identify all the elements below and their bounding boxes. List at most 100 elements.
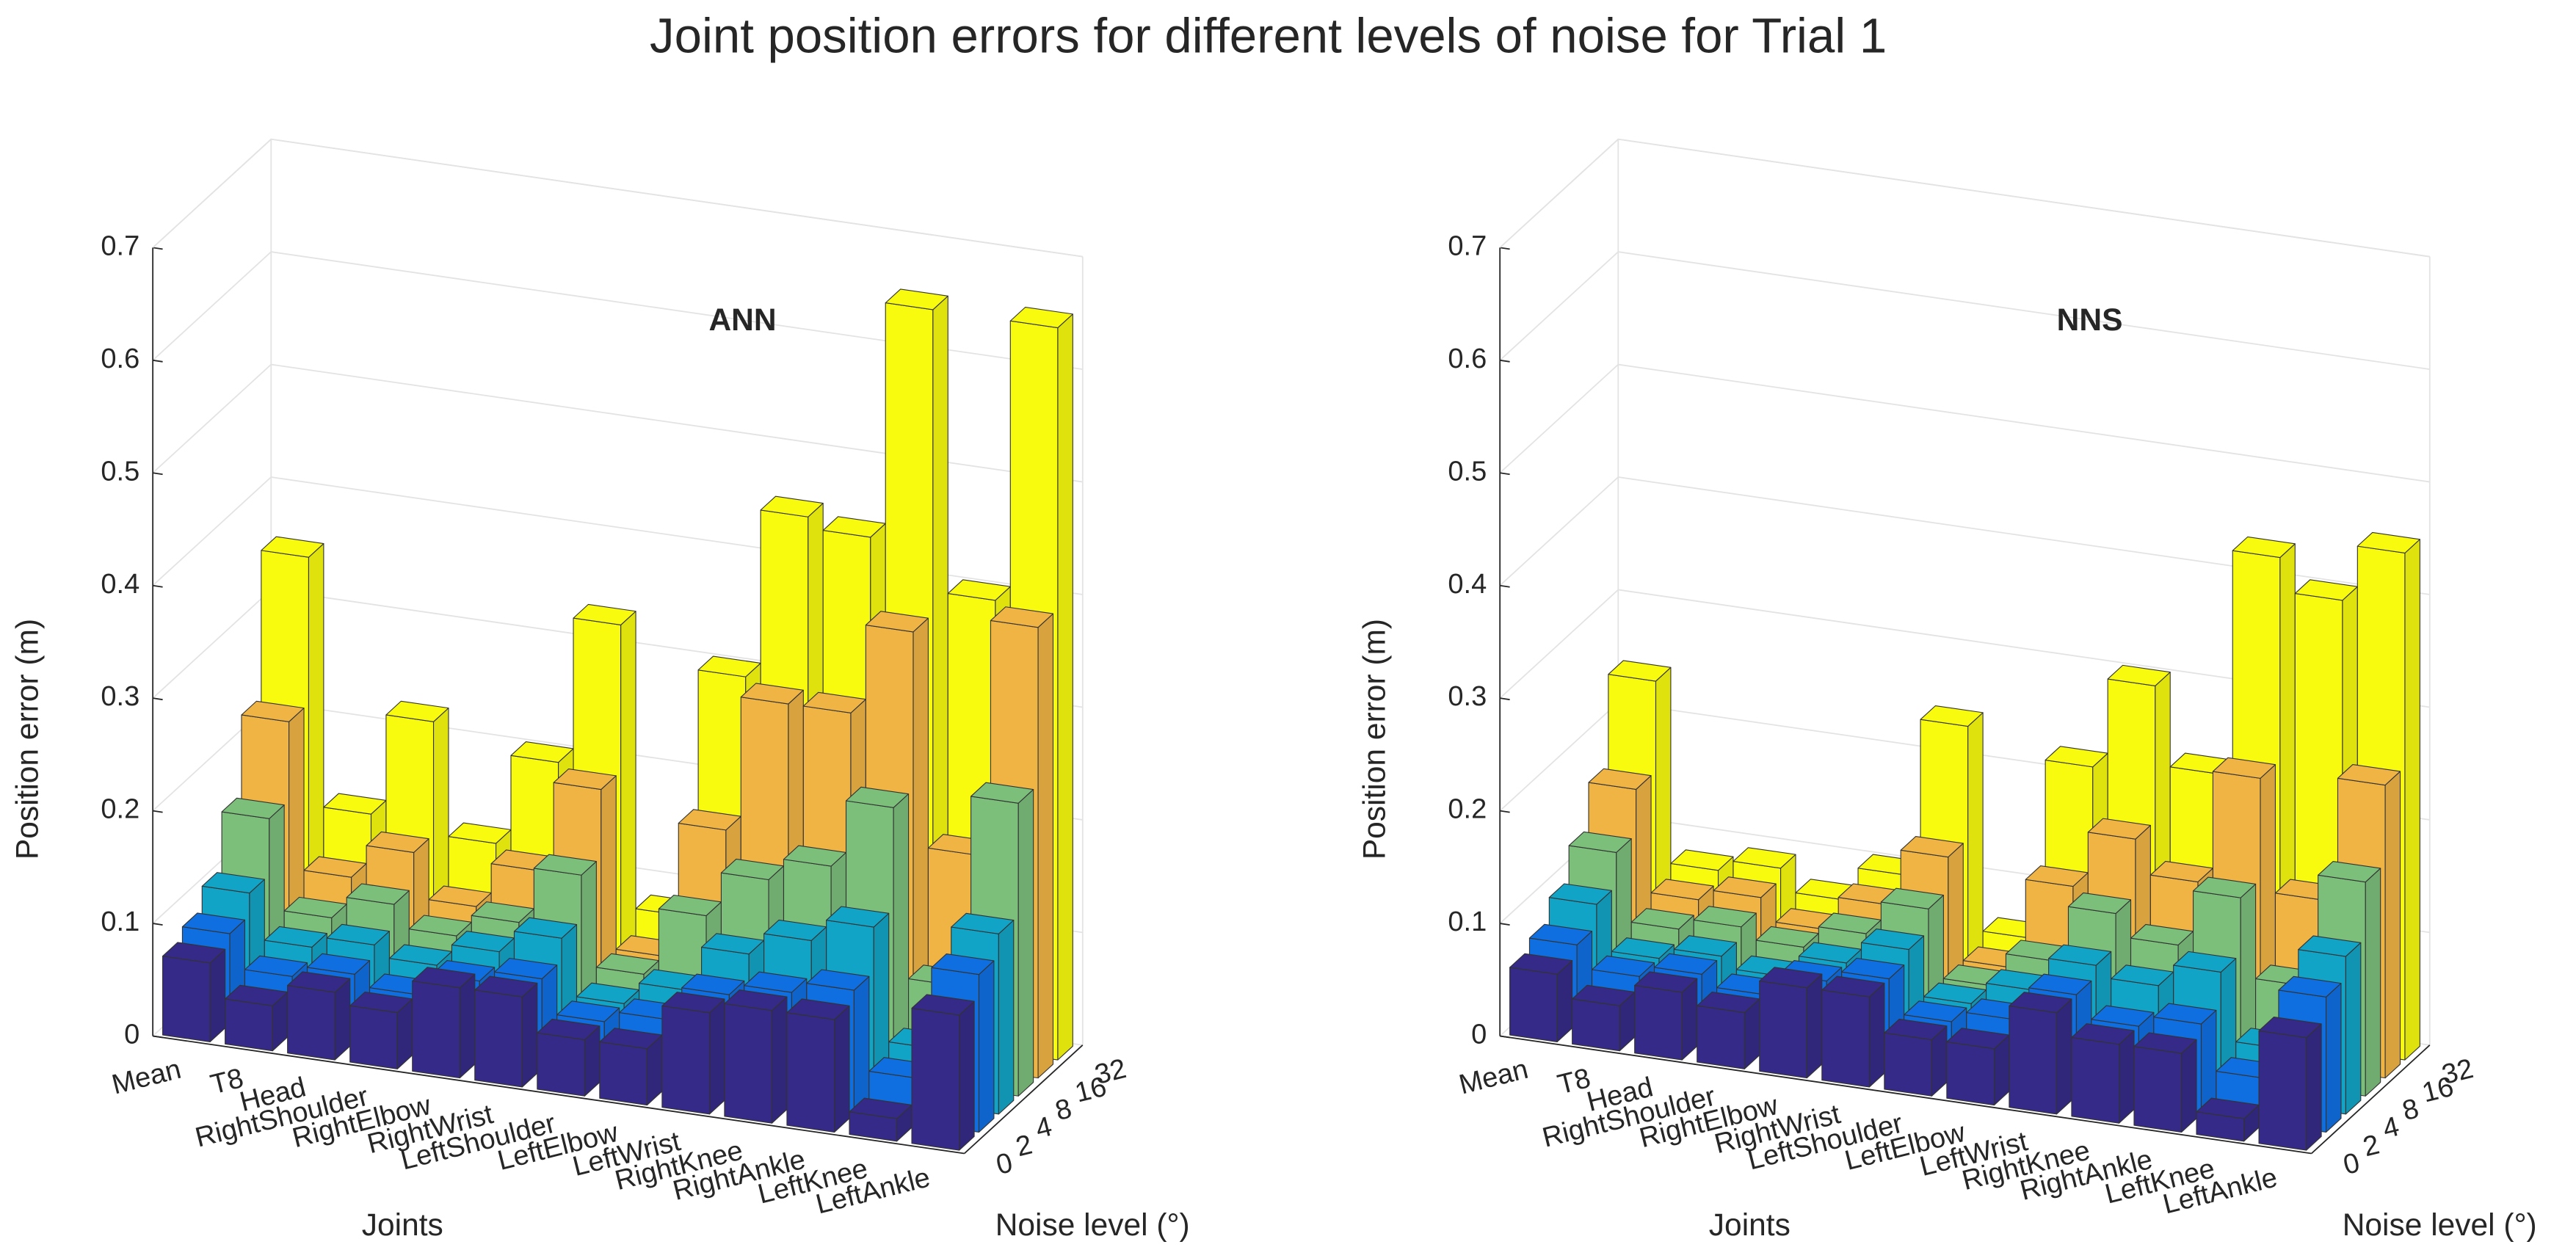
bar-top bbox=[533, 854, 597, 876]
bar-side bbox=[2119, 1030, 2135, 1124]
z-tick-label: 0 bbox=[1471, 1020, 1487, 1050]
bar-top bbox=[287, 971, 351, 993]
bar-front bbox=[1821, 989, 1870, 1088]
bar-top bbox=[2258, 1017, 2322, 1039]
y-tick-label: 16 bbox=[1072, 1072, 1109, 1109]
bar-top bbox=[786, 998, 850, 1020]
bar bbox=[1634, 971, 1698, 1061]
bar-front bbox=[2133, 1046, 2183, 1133]
bar-side bbox=[2056, 998, 2072, 1115]
grid-line bbox=[1499, 138, 2430, 258]
bar-front bbox=[2009, 1005, 2058, 1115]
y-tick-label: 2 bbox=[1013, 1130, 1036, 1163]
y-axis-label: Noise level (°) bbox=[995, 1208, 1190, 1243]
bar-side bbox=[1017, 788, 1034, 1097]
z-tick bbox=[153, 810, 163, 813]
bar-top bbox=[1670, 849, 1734, 871]
z-axis-label: Position error (m) bbox=[1358, 619, 1393, 860]
y-tick-label: 4 bbox=[2380, 1111, 2403, 1145]
z-tick bbox=[153, 359, 163, 363]
bar-top bbox=[1900, 836, 1964, 858]
bar-top bbox=[181, 912, 246, 934]
bar-top bbox=[1548, 883, 1612, 905]
figure-title: Joint position errors for different leve… bbox=[650, 8, 1887, 63]
bar bbox=[412, 967, 476, 1079]
bar-front bbox=[2258, 1030, 2307, 1151]
z-tick bbox=[153, 247, 163, 250]
bar-top bbox=[1841, 957, 1905, 980]
bar-top bbox=[826, 906, 890, 928]
bar-top bbox=[2212, 757, 2276, 779]
bar bbox=[1572, 984, 1636, 1052]
bar-top bbox=[264, 926, 327, 948]
wall-edge bbox=[152, 138, 1083, 258]
bar-top bbox=[1904, 1000, 1967, 1022]
bar-top bbox=[2009, 992, 2072, 1014]
bar-top bbox=[221, 797, 285, 819]
bar-top bbox=[1759, 967, 1823, 989]
bar-top bbox=[2278, 975, 2342, 998]
bar bbox=[911, 994, 975, 1151]
bar-side bbox=[834, 1005, 850, 1133]
bar-side bbox=[2181, 1039, 2197, 1133]
bar bbox=[1509, 953, 1573, 1042]
z-tick-label: 0.3 bbox=[1448, 681, 1487, 712]
y-tick-label: 32 bbox=[1092, 1053, 1129, 1091]
z-tick-label: 0 bbox=[124, 1020, 139, 1050]
bar-top bbox=[494, 957, 558, 980]
y-tick-label: 0 bbox=[993, 1147, 1016, 1181]
bar-top bbox=[951, 912, 1015, 934]
bar-side bbox=[1057, 313, 1073, 1061]
bar bbox=[2133, 1032, 2197, 1133]
bar-front bbox=[162, 956, 211, 1042]
bar-top bbox=[385, 700, 449, 722]
bar-top bbox=[2318, 861, 2381, 883]
bar-front bbox=[287, 985, 335, 1061]
grid-line bbox=[152, 138, 1083, 258]
z-tick bbox=[1500, 584, 1510, 588]
z-tick bbox=[1500, 697, 1510, 701]
y-tick-label: 8 bbox=[1052, 1093, 1075, 1127]
bar-top bbox=[1588, 768, 1652, 790]
bar bbox=[786, 998, 850, 1133]
bar-top bbox=[513, 917, 578, 939]
bar-top bbox=[162, 942, 226, 964]
bar-top bbox=[1884, 1018, 1948, 1041]
bar-top bbox=[1634, 971, 1698, 993]
bar-top bbox=[556, 1000, 620, 1022]
bar-top bbox=[740, 683, 804, 705]
z-tick bbox=[153, 472, 163, 476]
bar-top bbox=[724, 989, 788, 1011]
y-tick-label: 4 bbox=[1033, 1111, 1056, 1145]
bar bbox=[2196, 1097, 2260, 1142]
bar-top bbox=[2232, 536, 2296, 559]
subplot-title: ANN bbox=[708, 303, 776, 338]
x-tick-label: Mean bbox=[109, 1054, 184, 1101]
bar-top bbox=[1693, 906, 1757, 928]
grid-line bbox=[1499, 363, 2430, 483]
bar-top bbox=[845, 786, 910, 808]
bar bbox=[849, 1097, 913, 1142]
bar-top bbox=[2048, 944, 2112, 966]
bar-top bbox=[244, 955, 308, 977]
bar-top bbox=[1630, 908, 1694, 930]
wall-edge bbox=[1499, 138, 2430, 258]
bar-front bbox=[474, 989, 523, 1088]
bar-side bbox=[978, 960, 995, 1133]
bar-top bbox=[990, 606, 1054, 628]
y-tick-label: 2 bbox=[2360, 1130, 2383, 1163]
bar bbox=[162, 942, 226, 1042]
bar-top bbox=[2091, 1005, 2155, 1027]
bar bbox=[474, 975, 538, 1088]
bar-top bbox=[1860, 928, 1925, 951]
bar-top bbox=[1009, 306, 1073, 329]
bar-top bbox=[760, 495, 824, 517]
bar-front bbox=[2071, 1036, 2120, 1124]
bar-front bbox=[537, 1032, 585, 1097]
bar-front bbox=[786, 1012, 835, 1133]
bar-side bbox=[2345, 942, 2362, 1115]
bar-top bbox=[201, 872, 265, 894]
z-tick-label: 0.2 bbox=[1448, 794, 1487, 825]
bar-top bbox=[2067, 892, 2132, 915]
bar-side bbox=[2404, 539, 2420, 1061]
